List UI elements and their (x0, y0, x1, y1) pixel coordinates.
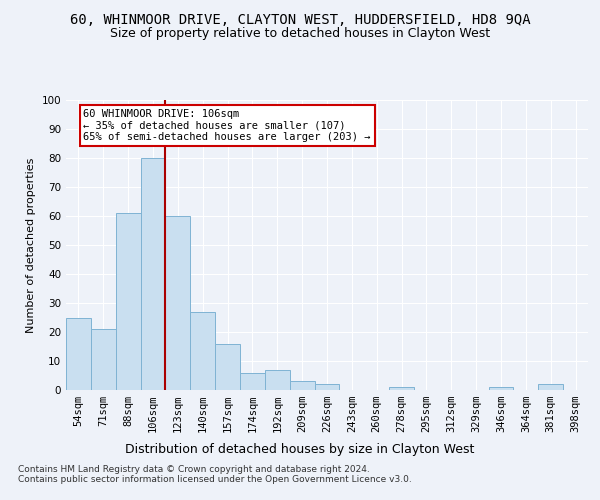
Bar (190, 312, 215, 390)
Text: Contains HM Land Registry data © Crown copyright and database right 2024.
Contai: Contains HM Land Registry data © Crown c… (18, 465, 412, 484)
Bar (488, 387, 514, 390)
Y-axis label: Number of detached properties: Number of detached properties (26, 158, 36, 332)
Bar (314, 384, 340, 390)
Bar (215, 344, 240, 390)
Bar (140, 158, 166, 390)
Bar (91, 329, 116, 390)
Bar (240, 372, 265, 390)
Bar (116, 213, 140, 390)
Text: 60, WHINMOOR DRIVE, CLAYTON WEST, HUDDERSFIELD, HD8 9QA: 60, WHINMOOR DRIVE, CLAYTON WEST, HUDDER… (70, 12, 530, 26)
Bar (538, 384, 563, 390)
Bar (166, 216, 190, 390)
Bar (66, 318, 91, 390)
Text: Size of property relative to detached houses in Clayton West: Size of property relative to detached ho… (110, 28, 490, 40)
Bar (290, 382, 314, 390)
Bar (265, 370, 290, 390)
Bar (389, 387, 414, 390)
Text: Distribution of detached houses by size in Clayton West: Distribution of detached houses by size … (125, 442, 475, 456)
Text: 60 WHINMOOR DRIVE: 106sqm
← 35% of detached houses are smaller (107)
65% of semi: 60 WHINMOOR DRIVE: 106sqm ← 35% of detac… (83, 108, 371, 142)
